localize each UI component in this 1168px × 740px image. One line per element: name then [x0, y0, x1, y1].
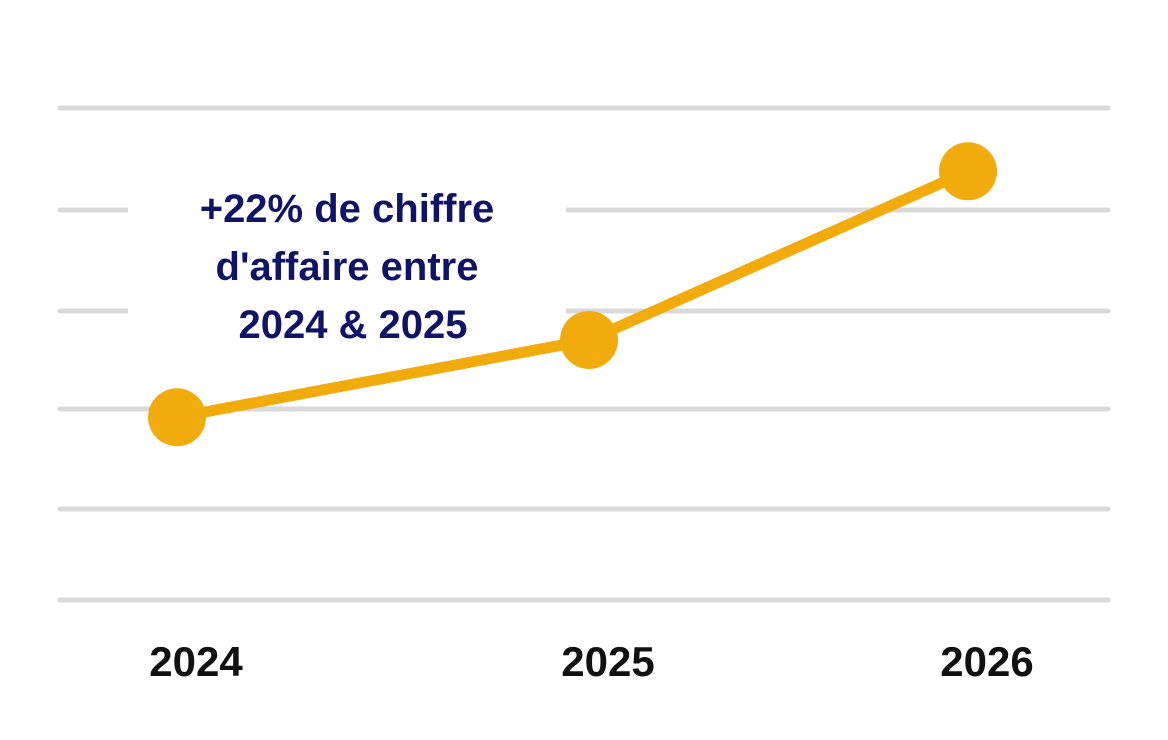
- annotation-line-2: d'affaire entre: [216, 245, 479, 289]
- series-line-group: [148, 142, 997, 447]
- annotation: +22% de chiffre d'affaire entre 2024 & 2…: [128, 176, 566, 347]
- annotation-background: [128, 176, 566, 344]
- x-axis-ticks: 2024 2025 2026: [149, 638, 1033, 685]
- data-point-2024: [148, 388, 206, 447]
- x-tick-label: 2026: [940, 638, 1033, 685]
- x-tick-label: 2024: [149, 638, 243, 685]
- data-point-2025: [560, 310, 618, 369]
- annotation-line-3: 2024 & 2025: [238, 303, 467, 347]
- annotation-line-1: +22% de chiffre: [200, 187, 495, 231]
- x-tick-label: 2025: [561, 638, 654, 685]
- data-point-2026: [939, 142, 997, 201]
